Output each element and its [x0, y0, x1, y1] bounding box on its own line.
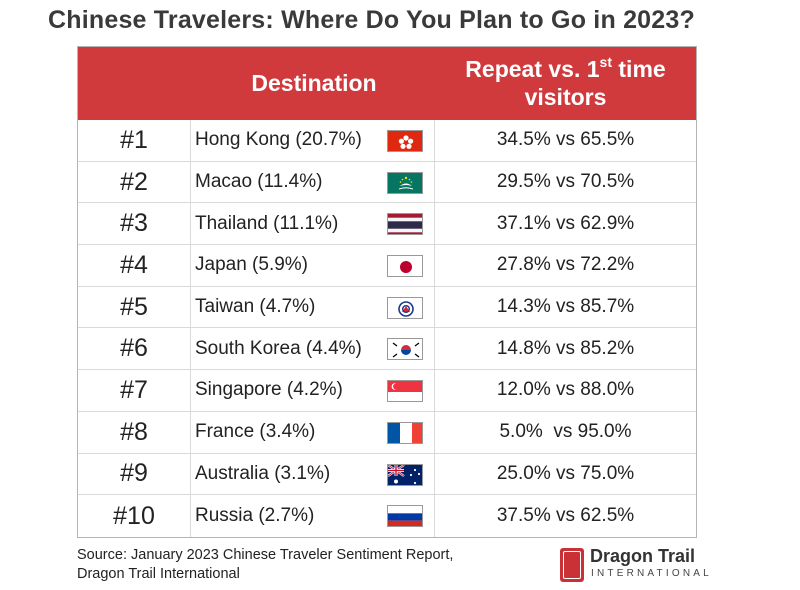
- repeat-vs-first-cell: 29.5% vs 70.5%: [496, 171, 635, 193]
- destination-cell: Taiwan (4.7%): [191, 286, 435, 328]
- dragon-trail-seal-icon: [560, 548, 584, 582]
- rank-cell: #2: [78, 161, 191, 203]
- destination-cell: Hong Kong (20.7%): [191, 120, 435, 161]
- table-row: #7 Singapore (4.2%) 12.0% vs 88.0%: [78, 370, 696, 412]
- destination-name: Taiwan (4.7%): [195, 296, 316, 318]
- destination-cell: Macao (11.4%): [191, 161, 435, 203]
- france-flag-icon: [387, 421, 423, 444]
- repeat-vs-first-cell: 37.5% vs 62.5%: [496, 505, 635, 527]
- table-row: #10 Russia (2.7%) 37.5% vs 62.5%: [78, 495, 696, 537]
- south-korea-flag-icon: [387, 338, 423, 361]
- table-header: Destination Repeat vs. 1st time visitors: [78, 47, 696, 120]
- destination-cell: Russia (2.7%): [191, 495, 435, 537]
- source-line-1: Source: January 2023 Chinese Traveler Se…: [77, 547, 454, 563]
- destination-cell: Thailand (11.1%): [191, 203, 435, 245]
- repeat-vs-first-cell: 27.8% vs 72.2%: [496, 254, 635, 276]
- table-row: #5 Taiwan (4.7%) 14.3% vs 85.7%: [78, 286, 696, 329]
- header-repeat-tail: time: [612, 56, 666, 82]
- destination-name: South Korea (4.4%): [195, 337, 362, 359]
- rank-cell: #10: [78, 495, 191, 537]
- thailand-flag-icon: [387, 213, 423, 236]
- rank-cell: #4: [78, 245, 191, 286]
- singapore-flag-icon: [387, 380, 423, 403]
- destination-cell: Singapore (4.2%): [191, 370, 435, 411]
- table-row: #1 Hong Kong (20.7%) 34.5% vs 65.5%: [78, 120, 696, 162]
- rank-cell: #7: [78, 370, 191, 411]
- table-row: #8 France (3.4%) 5.0% vs 95.0%: [78, 411, 696, 454]
- hong-kong-flag-icon: [387, 130, 423, 152]
- repeat-vs-first-cell: 34.5% vs 65.5%: [496, 129, 635, 151]
- rank-cell: #1: [78, 120, 191, 161]
- table-row: #6 South Korea (4.4%) 14.8% vs 85.2%: [78, 328, 696, 371]
- rank-cell: #6: [78, 328, 191, 370]
- destination-cell: Australia (3.1%): [191, 453, 435, 495]
- australia-flag-icon: [387, 463, 423, 486]
- destination-name: Singapore (4.2%): [195, 379, 343, 401]
- macao-flag-icon: [387, 171, 423, 194]
- header-destination: Destination: [251, 70, 377, 96]
- destination-cell: Japan (5.9%): [191, 245, 435, 286]
- page-title: Chinese Travelers: Where Do You Plan to …: [48, 6, 695, 34]
- destination-name: Australia (3.1%): [195, 462, 331, 484]
- header-repeat-line2: visitors: [524, 84, 607, 110]
- table-row: #4 Japan (5.9%) 27.8% vs 72.2%: [78, 245, 696, 287]
- destination-name: Thailand (11.1%): [195, 212, 339, 234]
- logo-brand: Dragon Trail: [590, 546, 696, 566]
- destinations-table: Destination Repeat vs. 1st time visitors…: [77, 46, 697, 538]
- destination-name: Japan (5.9%): [195, 254, 309, 276]
- table-row: #9 Australia (3.1%) 25.0% vs 75.0%: [78, 453, 696, 496]
- destination-name: Hong Kong (20.7%): [195, 129, 362, 151]
- rank-cell: #9: [78, 453, 191, 495]
- destination-name: Macao (11.4%): [195, 171, 323, 193]
- header-repeat-visitors: Repeat vs. 1st time visitors: [435, 55, 696, 111]
- source-line-2: Dragon Trail International: [77, 566, 240, 582]
- logo-subtitle: INTERNATIONAL: [591, 568, 712, 579]
- header-repeat-sup: st: [599, 54, 612, 70]
- table-row: #2 Macao (11.4%) 29.5% vs 70.5%: [78, 161, 696, 204]
- repeat-vs-first-cell: 14.8% vs 85.2%: [496, 337, 635, 359]
- japan-flag-icon: [387, 255, 423, 278]
- repeat-vs-first-cell: 37.1% vs 62.9%: [496, 212, 635, 234]
- destination-name: Russia (2.7%): [195, 505, 315, 527]
- destination-name: France (3.4%): [195, 421, 316, 443]
- rank-cell: #8: [78, 411, 191, 453]
- table-row: #3 Thailand (11.1%) 37.1% vs 62.9%: [78, 203, 696, 246]
- table-body: #1 Hong Kong (20.7%) 34.5% vs 65.5% #2 M…: [78, 120, 696, 537]
- destination-cell: South Korea (4.4%): [191, 328, 435, 370]
- dragon-trail-logo: Dragon Trail INTERNATIONAL: [560, 546, 709, 586]
- destination-cell: France (3.4%): [191, 411, 435, 453]
- source-note: Source: January 2023 Chinese Traveler Se…: [77, 546, 453, 584]
- repeat-vs-first-cell: 12.0% vs 88.0%: [496, 379, 635, 401]
- repeat-vs-first-cell: 5.0% vs 95.0%: [499, 421, 632, 443]
- rank-cell: #3: [78, 203, 191, 245]
- taiwan-flag-icon: [387, 296, 423, 319]
- repeat-vs-first-cell: 25.0% vs 75.0%: [496, 462, 635, 484]
- rank-cell: #5: [78, 286, 191, 328]
- repeat-vs-first-cell: 14.3% vs 85.7%: [496, 296, 635, 318]
- header-repeat-line1: Repeat vs. 1: [465, 56, 600, 82]
- russia-flag-icon: [387, 505, 423, 528]
